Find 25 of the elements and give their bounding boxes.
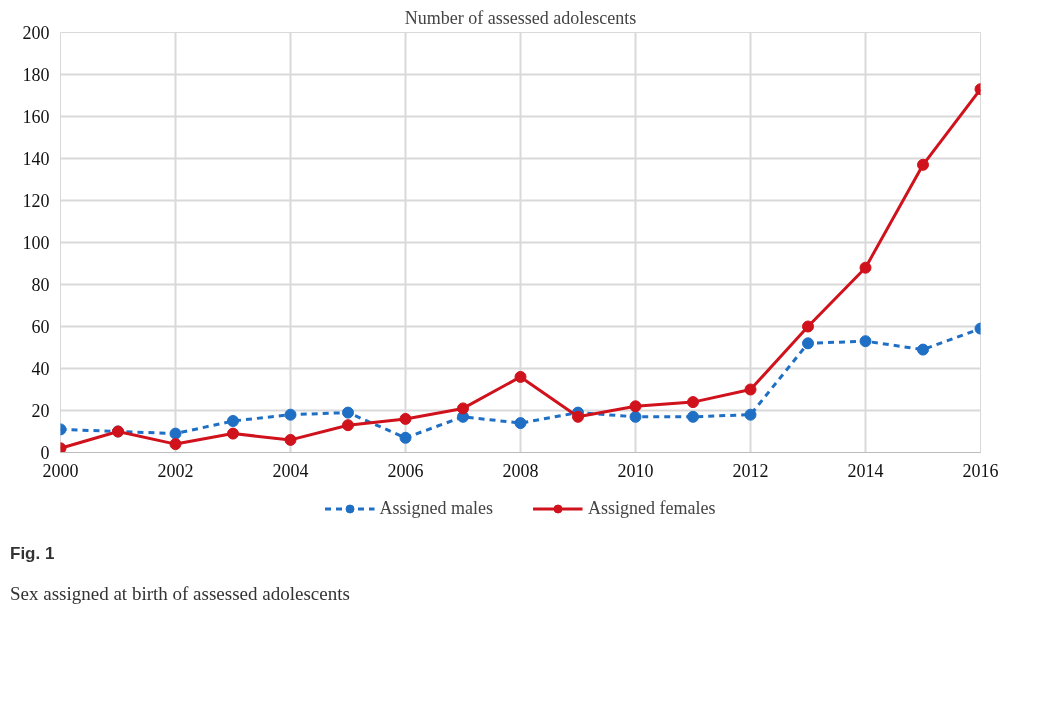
y-tick-label: 40 [31, 359, 50, 379]
y-tick-label: 60 [31, 317, 50, 337]
x-tick-label: 2004 [272, 460, 309, 481]
x-tick-label: 2000 [42, 460, 79, 481]
y-tick-label: 140 [22, 149, 50, 169]
x-tick-label: 2016 [962, 460, 999, 481]
text: Sex assigned at birth of assessed adolescents [10, 582, 350, 607]
y-tick-label: 180 [22, 65, 50, 85]
x-tick-label: 2006 [387, 460, 424, 481]
y-tick-label: 20 [31, 401, 50, 421]
y-tick-label: 200 [22, 23, 50, 43]
legend-label: Assigned males [379, 497, 494, 519]
x-tick-label: 2002 [157, 460, 194, 481]
y-tick-label: 120 [22, 191, 50, 211]
legend-label: Assigned females [588, 497, 716, 519]
x-tick-label: 2010 [617, 460, 654, 481]
x-tick-label: 2008 [502, 460, 539, 481]
y-tick-label: 0 [40, 443, 50, 463]
y-tick-label: 160 [22, 107, 50, 127]
caption: Fig. 1 [10, 543, 55, 565]
y-tick-label: 80 [31, 275, 50, 295]
x-tick-label: 2012 [732, 460, 769, 481]
y-tick-label: 100 [22, 233, 50, 253]
x-tick-label: 2014 [847, 460, 884, 481]
chart-title: Number of assessed adolescents [404, 7, 637, 28]
